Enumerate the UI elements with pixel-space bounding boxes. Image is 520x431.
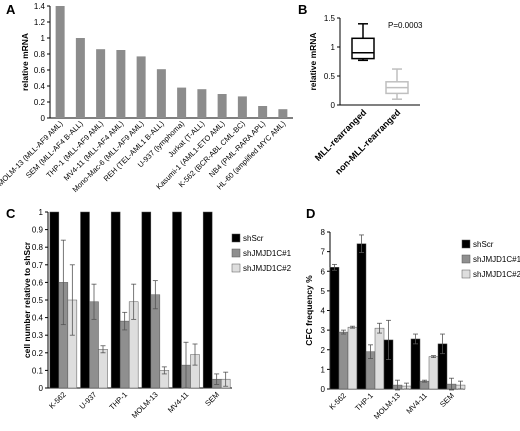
b-y-tick-label: 0 — [331, 101, 336, 110]
a-bar — [136, 56, 146, 118]
d-legend-label: shJMJD1C#2 — [473, 270, 520, 279]
a-bar — [75, 38, 85, 118]
a-y-tick-label: 1.2 — [34, 18, 46, 27]
d-category-label: K-562 — [327, 391, 348, 412]
c-y-tick-label: 0.3 — [32, 331, 44, 340]
panel-letter-b: B — [298, 2, 307, 17]
c-legend-label: shJMJD1C#1 — [243, 249, 292, 258]
c-y-tick-label: 0 — [39, 384, 44, 393]
d-bar — [329, 267, 340, 390]
d-y-tick-label: 1 — [321, 365, 326, 374]
c-y-tick-label: 0.7 — [32, 261, 44, 270]
a-bar — [217, 94, 227, 118]
d-bar — [356, 243, 367, 390]
c-y-tick-label: 0.8 — [32, 243, 44, 252]
a-y-axis-title: relative mRNA — [20, 33, 30, 91]
d-bar — [347, 326, 358, 390]
c-category-label: MOLM-13 — [130, 390, 160, 420]
a-y-tick-label: 0.4 — [34, 82, 46, 91]
c-y-tick-label: 1 — [39, 208, 44, 217]
a-y-tick-label: 0.6 — [34, 66, 46, 75]
d-legend-swatch — [461, 269, 471, 279]
d-category-label: SEM — [438, 391, 456, 409]
c-category-label: U-937 — [78, 390, 99, 411]
d-category-label: MOLM-13 — [372, 391, 402, 421]
d-y-tick-label: 6 — [321, 267, 326, 276]
a-y-tick-label: 0.8 — [34, 50, 46, 59]
d-bar — [374, 327, 385, 390]
c-bar — [202, 211, 213, 389]
d-legend-label: shScr — [473, 240, 494, 249]
d-bar — [428, 356, 439, 390]
a-bar — [278, 109, 288, 118]
a-bar — [96, 49, 106, 119]
b-y-axis-title: relative mRNA — [308, 32, 318, 90]
c-bar — [80, 211, 90, 389]
d-y-tick-label: 7 — [321, 248, 326, 257]
c-category-label: THP-1 — [107, 390, 129, 412]
a-bar — [156, 69, 166, 118]
c-y-tick-label: 0.9 — [32, 226, 44, 235]
c-legend-label: shScr — [243, 234, 264, 243]
c-bar — [49, 211, 60, 389]
c-y-tick-label: 0.6 — [32, 278, 44, 287]
d-y-tick-label: 3 — [321, 326, 326, 335]
a-y-tick-label: 1 — [41, 34, 46, 43]
panel-letter-d: D — [306, 206, 315, 221]
d-bar — [410, 338, 421, 390]
c-category-label: K-562 — [47, 390, 68, 411]
a-bar — [237, 96, 247, 118]
c-category-label: MV4-11 — [166, 390, 191, 415]
c-legend-swatch — [231, 233, 241, 243]
d-y-tick-label: 2 — [321, 346, 326, 355]
a-bar — [55, 6, 65, 118]
a-bar — [197, 89, 207, 118]
d-legend-swatch — [461, 239, 471, 249]
panel-letter-c: C — [6, 206, 16, 221]
b-category-label: non-MLL-rearranged — [333, 107, 402, 176]
c-y-tick-label: 0.5 — [32, 296, 44, 305]
c-bar — [110, 211, 121, 389]
d-legend-label: shJMJD1C#1 — [473, 255, 520, 264]
c-y-tick-label: 0.2 — [32, 349, 44, 358]
d-category-label: MV4-11 — [404, 391, 429, 416]
c-y-axis-title: cell number relative to shScr — [22, 241, 32, 358]
b-y-tick-label: 1 — [331, 43, 336, 52]
b-box — [351, 37, 375, 60]
a-bar — [116, 50, 126, 118]
d-category-label: THP-1 — [353, 391, 375, 413]
a-y-tick-label: 1.4 — [34, 2, 46, 11]
b-y-tick-label: 0.5 — [324, 72, 336, 81]
d-y-tick-label: 0 — [321, 385, 326, 394]
a-bar — [258, 106, 268, 118]
d-y-tick-label: 8 — [321, 228, 326, 237]
c-category-label: SEM — [203, 390, 221, 408]
d-y-tick-label: 5 — [321, 287, 326, 296]
c-bar — [98, 349, 108, 389]
d-bar — [338, 331, 349, 390]
c-bar — [172, 211, 182, 389]
chart-c: 0 0.1 0.2 0.3 0.4 0.5 0.6 0.7 0.8 0.9 1 cell number… — [22, 208, 292, 420]
chart-d: 0 1 2 3 4 5 6 7 8 CFC frequency % K-562 THP-1MOLM-1… — [304, 228, 520, 421]
a-y-tick-label: 0.2 — [34, 98, 46, 107]
d-y-tick-label: 4 — [321, 307, 326, 316]
c-bar — [141, 211, 152, 389]
c-legend-label: shJMJD1C#2 — [243, 264, 292, 273]
c-y-tick-label: 0.1 — [32, 366, 44, 375]
p-value-annotation: P=0.0003 — [388, 21, 423, 30]
c-legend-swatch — [231, 263, 241, 273]
a-y-tick-label: 0 — [41, 114, 46, 123]
b-y-tick-label: 1.5 — [324, 14, 336, 23]
c-y-tick-label: 0.4 — [32, 314, 44, 323]
d-y-axis-title: CFC frequency % — [304, 275, 314, 346]
panel-letter-a: A — [6, 2, 16, 17]
c-legend-swatch — [231, 248, 241, 258]
a-bar — [177, 87, 187, 118]
d-legend-swatch — [461, 254, 471, 264]
c-bar — [119, 320, 130, 389]
